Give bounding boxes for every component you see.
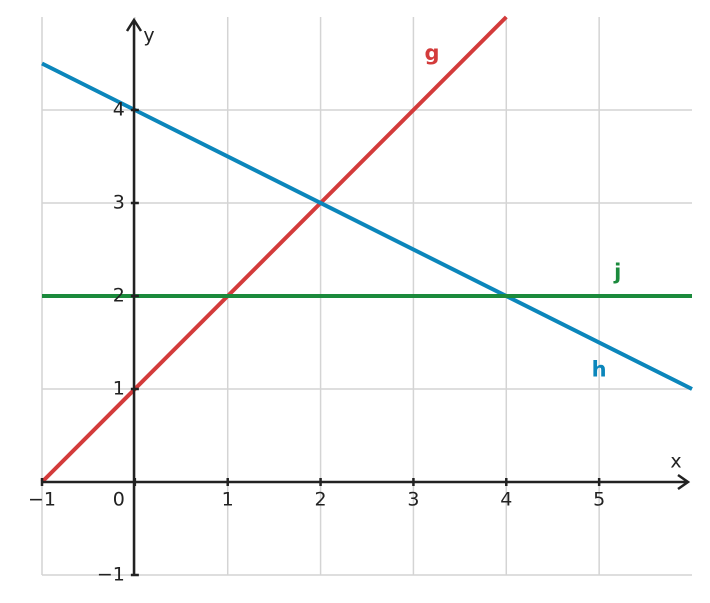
line-label: g [424, 41, 439, 65]
x-tick-label: 0 [113, 489, 125, 511]
y-tick-label: 2 [113, 285, 125, 307]
x-tick-label: −1 [28, 489, 56, 511]
x-tick-label: 2 [315, 489, 327, 511]
x-axis-label: x [670, 451, 681, 473]
line-label: j [613, 260, 621, 284]
y-tick-label: 4 [113, 99, 125, 121]
y-tick-label: −1 [97, 564, 125, 586]
x-tick-label: 1 [222, 489, 234, 511]
x-tick-label: 3 [407, 489, 419, 511]
x-tick-label: 5 [593, 489, 605, 511]
y-tick-label: 3 [113, 192, 125, 214]
plot-lines [40, 15, 693, 484]
axes: x y −1 0 1 2 3 4 5 −1 1 2 3 4 [28, 17, 691, 586]
line-label: h [592, 357, 607, 381]
y-tick-label: 1 [113, 378, 125, 400]
line [41, 61, 693, 391]
line [40, 15, 508, 484]
x-tick-label: 4 [500, 489, 512, 511]
y-axis-label: y [143, 25, 154, 47]
labels: g h j [424, 41, 621, 381]
x-axis [42, 473, 691, 491]
